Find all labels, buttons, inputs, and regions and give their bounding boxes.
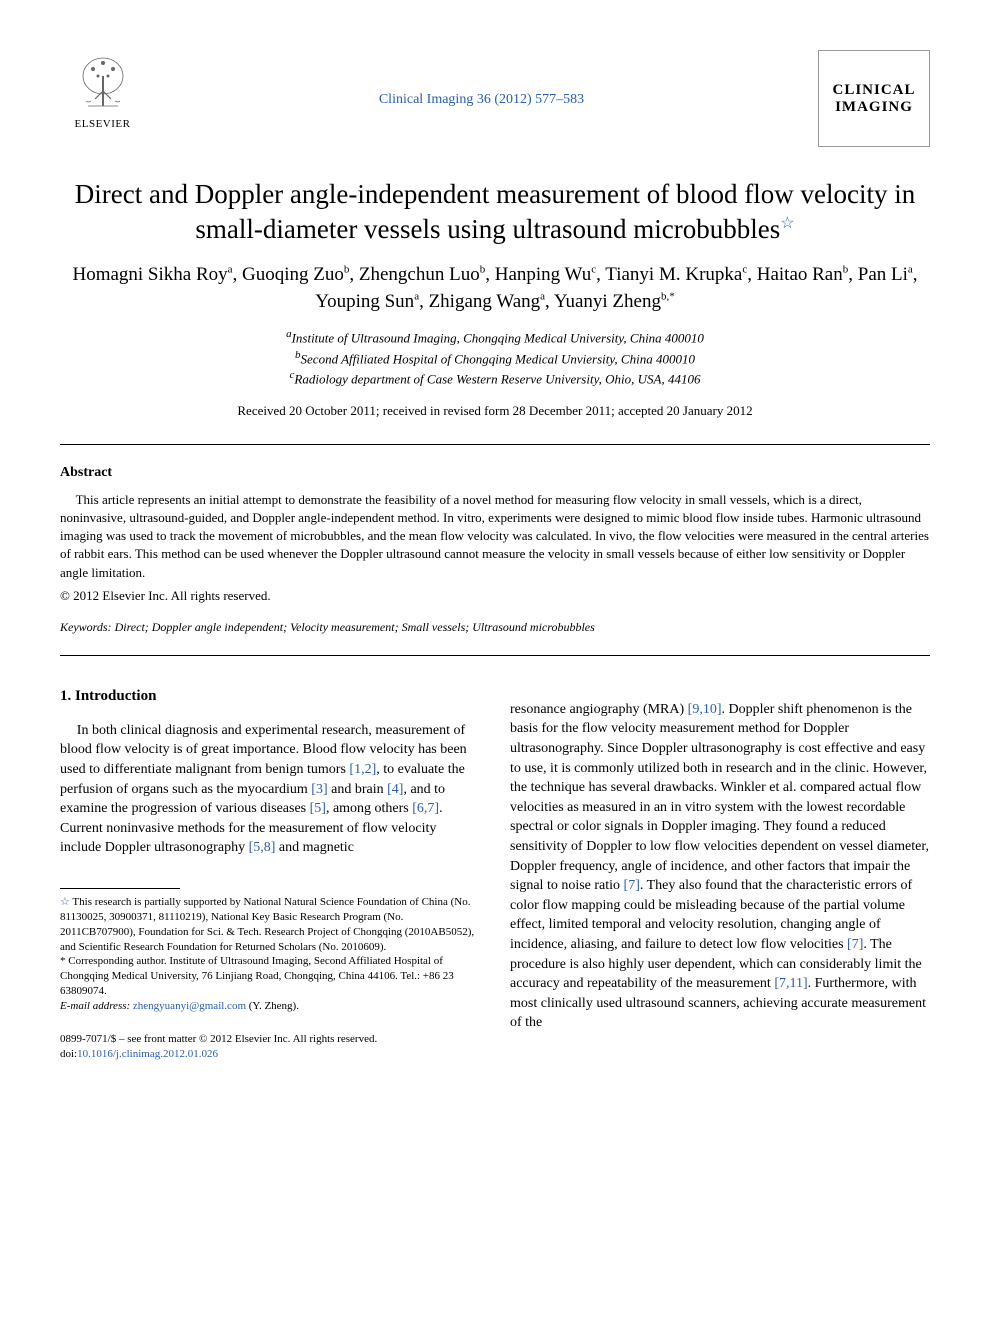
elsevier-tree-icon bbox=[73, 51, 133, 116]
affiliations: aInstitute of Ultrasound Imaging, Chongq… bbox=[60, 327, 930, 389]
email-label: E-mail address: bbox=[60, 1000, 133, 1012]
author-5: , Tianyi M. Krupka bbox=[596, 264, 742, 285]
elsevier-logo: ELSEVIER bbox=[60, 51, 145, 146]
author-10-sup: b,* bbox=[661, 290, 675, 302]
affil-a: Institute of Ultrasound Imaging, Chongqi… bbox=[292, 331, 704, 346]
doi-link[interactable]: 10.1016/j.clinimag.2012.01.026 bbox=[77, 1048, 218, 1060]
footnote-corresponding: * Corresponding author. Institute of Ult… bbox=[60, 954, 480, 999]
intro-t5: , among others bbox=[326, 801, 412, 816]
ref-5a[interactable]: [5] bbox=[310, 801, 326, 816]
doi-line: doi:10.1016/j.clinimag.2012.01.026 bbox=[60, 1047, 480, 1062]
elsevier-label: ELSEVIER bbox=[75, 118, 131, 130]
separator-top bbox=[60, 444, 930, 445]
ref-7b[interactable]: [7] bbox=[847, 937, 863, 952]
affil-b: Second Affiliated Hospital of Chongqing … bbox=[301, 351, 695, 366]
email-link[interactable]: zhengyuanyi@gmail.com bbox=[133, 1000, 246, 1012]
authors-list: Homagni Sikha Roya, Guoqing Zuob, Zhengc… bbox=[60, 262, 930, 315]
keywords-text: Direct; Doppler angle independent; Veloc… bbox=[112, 620, 595, 634]
author-1: Homagni Sikha Roy bbox=[72, 264, 227, 285]
author-10: , Yuanyi Zheng bbox=[545, 291, 661, 312]
intro-heading: 1. Introduction bbox=[60, 686, 480, 707]
author-9: , Zhigang Wang bbox=[419, 291, 540, 312]
title-star-icon[interactable]: ☆ bbox=[780, 215, 794, 232]
footnote-separator bbox=[60, 888, 180, 889]
separator-bottom bbox=[60, 655, 930, 656]
author-6: , Haitao Ran bbox=[747, 264, 843, 285]
doi-block: 0899-7071/$ – see front matter © 2012 El… bbox=[60, 1032, 480, 1063]
body-columns: 1. Introduction In both clinical diagnos… bbox=[60, 686, 930, 1063]
ref-5-8[interactable]: [5,8] bbox=[249, 840, 276, 855]
author-2: , Guoqing Zuo bbox=[233, 264, 344, 285]
intro-paragraph-left: In both clinical diagnosis and experimen… bbox=[60, 721, 480, 858]
ref-3[interactable]: [3] bbox=[311, 782, 327, 797]
doi-prefix: doi: bbox=[60, 1048, 77, 1060]
intro-r2: . Doppler shift phenomenon is the basis … bbox=[510, 702, 929, 893]
title-text: Direct and Doppler angle-independent mea… bbox=[75, 179, 915, 244]
front-matter: 0899-7071/$ – see front matter © 2012 El… bbox=[60, 1032, 480, 1047]
ref-9-10[interactable]: [9,10] bbox=[688, 702, 722, 717]
ref-7-11[interactable]: [7,11] bbox=[774, 976, 807, 991]
ref-4[interactable]: [4] bbox=[387, 782, 403, 797]
funding-text: This research is partially supported by … bbox=[60, 896, 474, 953]
ref-7a[interactable]: [7] bbox=[624, 878, 640, 893]
author-4: , Hanping Wu bbox=[485, 264, 591, 285]
intro-paragraph-right: resonance angiography (MRA) [9,10]. Dopp… bbox=[510, 700, 930, 1033]
left-column: 1. Introduction In both clinical diagnos… bbox=[60, 686, 480, 1063]
journal-cite-link[interactable]: Clinical Imaging 36 (2012) 577–583 bbox=[379, 92, 584, 107]
author-7: , Pan Li bbox=[848, 264, 908, 285]
email-suffix: (Y. Zheng). bbox=[246, 1000, 299, 1012]
intro-t3: and brain bbox=[328, 782, 387, 797]
journal-logo-line2: IMAGING bbox=[835, 99, 913, 116]
article-title: Direct and Doppler angle-independent mea… bbox=[60, 177, 930, 247]
footnote-email: E-mail address: zhengyuanyi@gmail.com (Y… bbox=[60, 999, 480, 1014]
page-container: ELSEVIER Clinical Imaging 36 (2012) 577–… bbox=[0, 0, 990, 1103]
affil-c: Radiology department of Case Western Res… bbox=[294, 372, 700, 387]
funding-star-icon: ☆ bbox=[60, 896, 70, 908]
abstract-text: This article represents an initial attem… bbox=[60, 491, 930, 582]
article-dates: Received 20 October 2011; received in re… bbox=[60, 403, 930, 419]
journal-logo: CLINICAL IMAGING bbox=[818, 50, 930, 147]
abstract-heading: Abstract bbox=[60, 465, 930, 481]
author-3: , Zhengchun Luo bbox=[349, 264, 479, 285]
corr-text: Corresponding author. Institute of Ultra… bbox=[60, 955, 454, 997]
keywords: Keywords: Direct; Doppler angle independ… bbox=[60, 620, 930, 635]
ref-1-2[interactable]: [1,2] bbox=[349, 762, 376, 777]
journal-logo-line1: CLINICAL bbox=[832, 82, 915, 99]
journal-citation: Clinical Imaging 36 (2012) 577–583 bbox=[145, 90, 818, 108]
footnote-funding: ☆ This research is partially supported b… bbox=[60, 895, 480, 954]
abstract-copyright: © 2012 Elsevier Inc. All rights reserved… bbox=[60, 588, 930, 604]
intro-t7: and magnetic bbox=[275, 840, 354, 855]
header-row: ELSEVIER Clinical Imaging 36 (2012) 577–… bbox=[60, 50, 930, 147]
intro-r1: resonance angiography (MRA) bbox=[510, 702, 688, 717]
right-column: resonance angiography (MRA) [9,10]. Dopp… bbox=[510, 686, 930, 1063]
ref-6-7[interactable]: [6,7] bbox=[412, 801, 439, 816]
keywords-label: Keywords: bbox=[60, 620, 112, 634]
